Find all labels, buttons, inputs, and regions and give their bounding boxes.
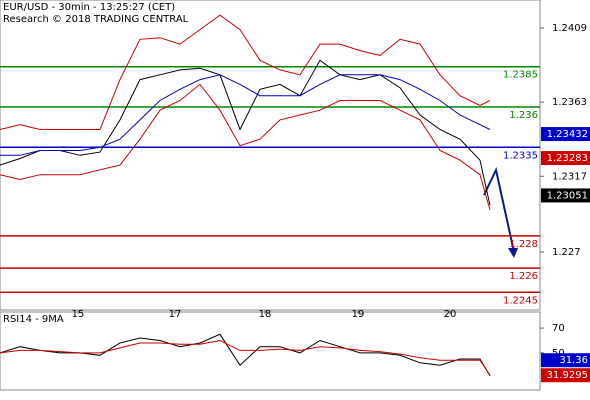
price-tag (541, 188, 590, 203)
y-tick-label: 1.2409 (552, 23, 587, 34)
chart-subtitle: Research © 2018 TRADING CENTRAL (3, 14, 189, 25)
y-tick-label: 1.227 (552, 247, 581, 258)
price-tag-label: 31.9295 (547, 370, 588, 381)
y-tick-label: 1.2317 (552, 171, 587, 182)
price-tag (541, 368, 590, 383)
level-label: 1.2335 (503, 150, 538, 161)
price-tag (541, 353, 590, 368)
series-line (0, 14, 491, 130)
x-tick-label: 17 (169, 309, 182, 320)
chart-title: EUR/USD - 30min - 13:25:27 (CET) (3, 2, 175, 13)
price-tag-label: 1.23432 (547, 129, 588, 140)
forecast-arrow (483, 166, 515, 253)
price-tag (541, 151, 590, 166)
x-tick-label: 20 (444, 309, 457, 320)
x-tick-label: 19 (352, 309, 365, 320)
y-tick-label: 1.2363 (552, 97, 587, 108)
y-tick-label: 70 (552, 323, 565, 334)
price-tag (541, 127, 590, 142)
rsi-title: RSI14 - 9MA (3, 314, 64, 325)
level-label: 1.2245 (503, 295, 538, 306)
level-label: 1.2385 (503, 70, 538, 81)
level-label: 1.236 (509, 110, 538, 121)
price-tag-label: 1.23051 (547, 190, 588, 201)
level-label: 1.228 (509, 239, 538, 250)
level-label: 1.226 (509, 271, 538, 282)
price-tag-label: 31.36 (559, 355, 588, 366)
x-tick-label: 18 (259, 309, 272, 320)
series-line (0, 339, 491, 376)
x-tick-label: 15 (72, 309, 85, 320)
series-line (0, 74, 491, 156)
forecast-arrowhead (508, 248, 518, 258)
rsi-panel (0, 311, 541, 391)
series-line (0, 59, 491, 206)
price-tag-label: 1.23283 (547, 153, 588, 164)
series-line (0, 83, 491, 211)
